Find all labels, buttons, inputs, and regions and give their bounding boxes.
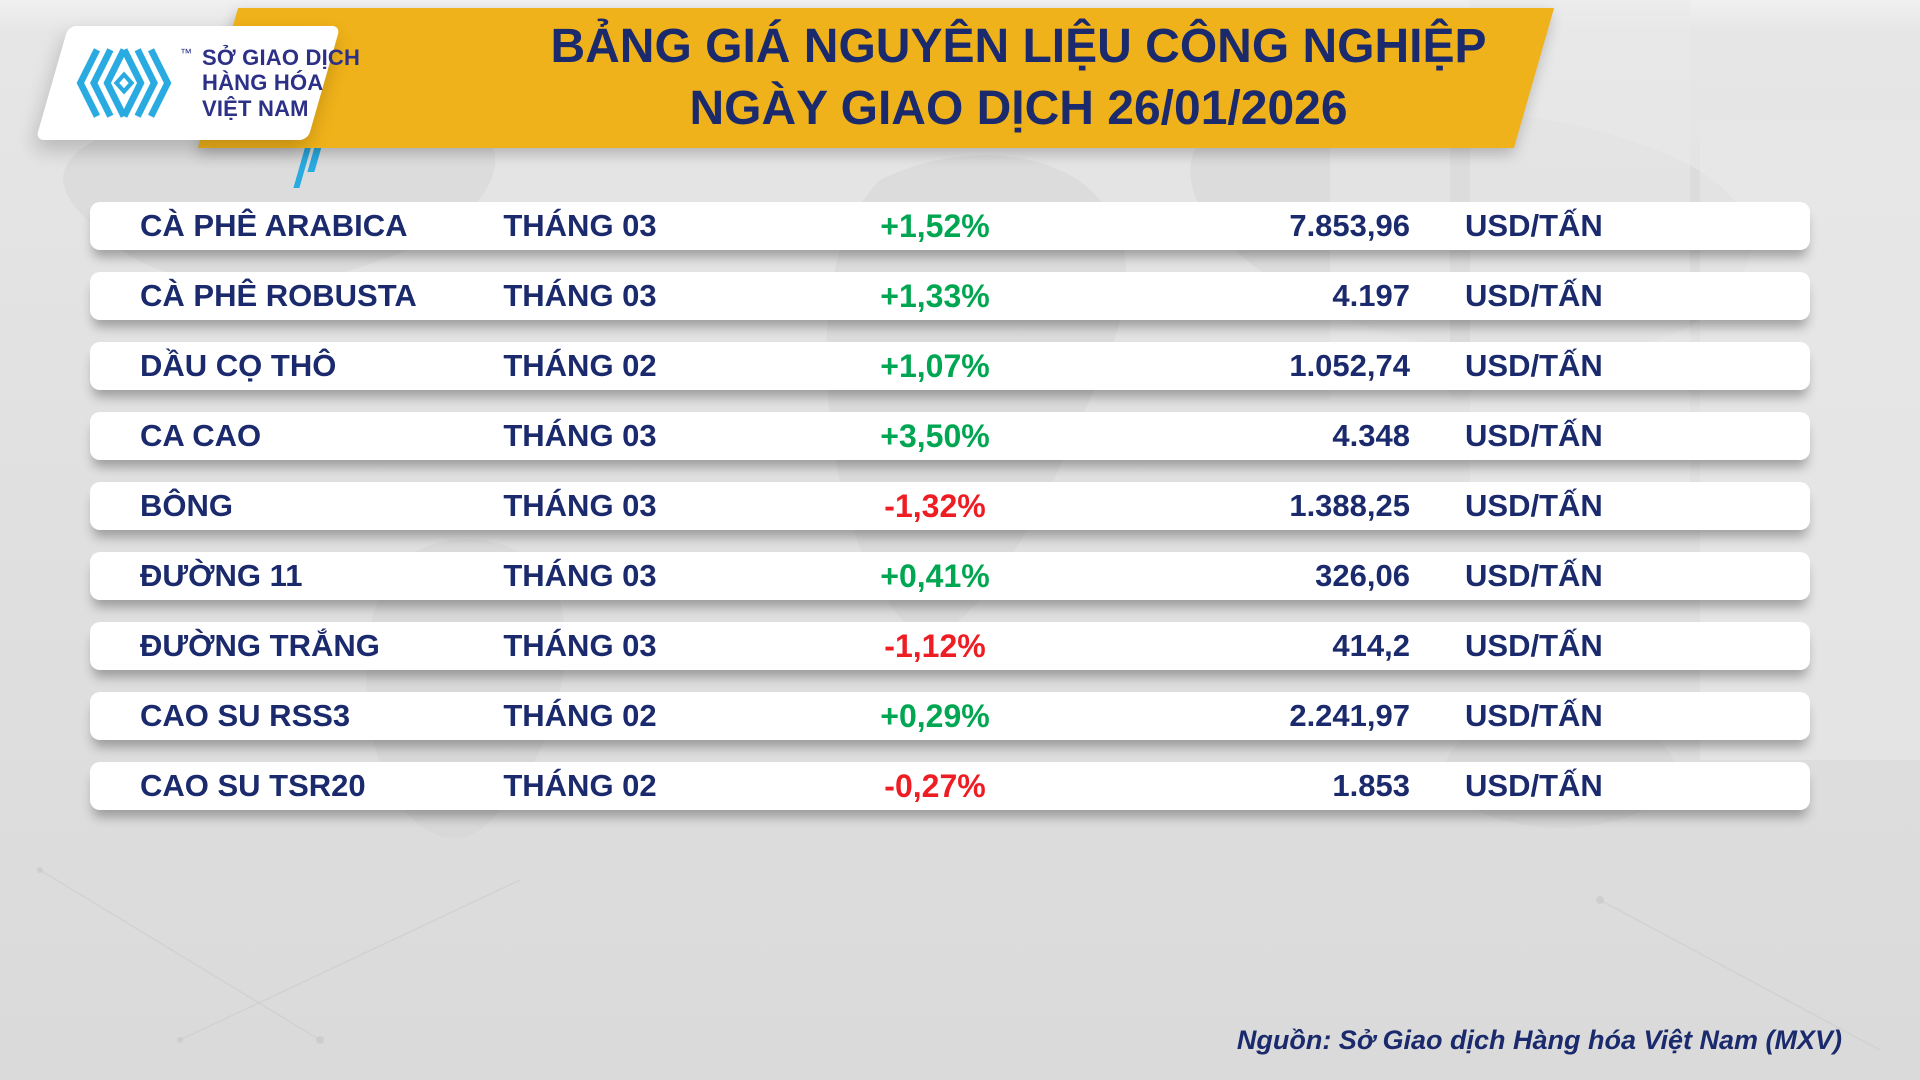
price-unit: USD/TẤN: [1465, 698, 1603, 733]
title-line-2: NGÀY GIAO DỊCH 26/01/2026: [689, 82, 1348, 135]
title-banner: BẢNG GIÁ NGUYÊN LIỆU CÔNG NGHIỆP NGÀY GI…: [197, 8, 1555, 148]
contract-month: THÁNG 03: [503, 558, 657, 593]
commodity-name: CÀ PHÊ ROBUSTA: [140, 278, 417, 313]
price-unit: USD/TẤN: [1465, 488, 1603, 523]
commodity-name: CAO SU TSR20: [140, 768, 366, 803]
price-unit: USD/TẤN: [1465, 278, 1603, 313]
table-row: ĐƯỜNG 11 THÁNG 03 +0,41% 326,06 USD/TẤN: [90, 552, 1810, 600]
commodity-name: CÀ PHÊ ARABICA: [140, 208, 408, 243]
change-percent: +3,50%: [880, 417, 990, 454]
price-unit: USD/TẤN: [1465, 768, 1603, 803]
contract-month: THÁNG 03: [503, 628, 657, 663]
change-percent: +0,29%: [880, 697, 990, 734]
exchange-name-line1: SỞ GIAO DỊCH: [202, 45, 361, 71]
change-percent: -1,12%: [884, 627, 986, 664]
change-percent: +1,33%: [880, 277, 990, 314]
price-value: 4.348: [1332, 418, 1410, 453]
price-unit: USD/TẤN: [1465, 208, 1603, 243]
change-percent: -1,32%: [884, 487, 986, 524]
contract-month: THÁNG 03: [503, 418, 657, 453]
price-value: 2.241,97: [1289, 698, 1410, 733]
table-row: CÀ PHÊ ROBUSTA THÁNG 03 +1,33% 4.197 USD…: [90, 272, 1810, 320]
price-unit: USD/TẤN: [1465, 628, 1603, 663]
price-value: 1.388,25: [1289, 488, 1410, 523]
exchange-name-line3: VIỆT NAM: [202, 95, 309, 121]
price-unit: USD/TẤN: [1465, 558, 1603, 593]
exchange-name: SỞ GIAO DỊCH HÀNG HÓA VIỆT NAM: [202, 45, 360, 120]
commodity-name: CA CAO: [140, 418, 262, 453]
table-row: DẦU CỌ THÔ THÁNG 02 +1,07% 1.052,74 USD/…: [90, 342, 1810, 390]
commodity-name: CAO SU RSS3: [140, 698, 351, 733]
contract-month: THÁNG 03: [503, 208, 657, 243]
change-percent: +0,41%: [880, 557, 990, 594]
table-row: CAO SU RSS3 THÁNG 02 +0,29% 2.241,97 USD…: [90, 692, 1810, 740]
contract-month: THÁNG 02: [503, 698, 657, 733]
change-percent: +1,07%: [880, 347, 990, 384]
change-percent: -0,27%: [884, 767, 986, 804]
contract-month: THÁNG 02: [503, 348, 657, 383]
trademark-symbol: ™: [180, 46, 192, 60]
price-value: 414,2: [1332, 628, 1410, 663]
contract-month: THÁNG 02: [503, 768, 657, 803]
table-row: CA CAO THÁNG 03 +3,50% 4.348 USD/TẤN: [90, 412, 1810, 460]
table-row: BÔNG THÁNG 03 -1,32% 1.388,25 USD/TẤN: [90, 482, 1810, 530]
table-row: CAO SU TSR20 THÁNG 02 -0,27% 1.853 USD/T…: [90, 762, 1810, 810]
price-value: 1.853: [1332, 768, 1410, 803]
exchange-name-line2: HÀNG HÓA: [202, 70, 324, 96]
change-percent: +1,52%: [880, 207, 990, 244]
price-unit: USD/TẤN: [1465, 348, 1603, 383]
title-line-1: BẢNG GIÁ NGUYÊN LIỆU CÔNG NGHIỆP: [550, 19, 1487, 73]
table-row: CÀ PHÊ ARABICA THÁNG 03 +1,52% 7.853,96 …: [90, 202, 1810, 250]
contract-month: THÁNG 03: [503, 278, 657, 313]
page-title: BẢNG GIÁ NGUYÊN LIỆU CÔNG NGHIỆP NGÀY GI…: [218, 8, 1534, 148]
table-row: ĐƯỜNG TRẮNG THÁNG 03 -1,12% 414,2 USD/TẤ…: [90, 622, 1810, 670]
commodity-name: DẦU CỌ THÔ: [140, 348, 337, 383]
price-value: 4.197: [1332, 278, 1410, 313]
commodity-name: ĐƯỜNG TRẮNG: [140, 628, 380, 663]
price-value: 7.853,96: [1289, 208, 1410, 243]
commodity-name: ĐƯỜNG 11: [140, 558, 303, 593]
commodity-name: BÔNG: [140, 488, 233, 523]
price-table: CÀ PHÊ ARABICA THÁNG 03 +1,52% 7.853,96 …: [90, 202, 1810, 832]
price-value: 326,06: [1315, 558, 1410, 593]
mxv-logo-plate: ™ SỞ GIAO DỊCH HÀNG HÓA VIỆT NAM: [35, 26, 360, 140]
mxv-logo-icon: [72, 40, 176, 126]
price-unit: USD/TẤN: [1465, 418, 1603, 453]
price-value: 1.052,74: [1289, 348, 1410, 383]
source-note: Nguồn: Sở Giao dịch Hàng hóa Việt Nam (M…: [1236, 1025, 1842, 1055]
contract-month: THÁNG 03: [503, 488, 657, 523]
